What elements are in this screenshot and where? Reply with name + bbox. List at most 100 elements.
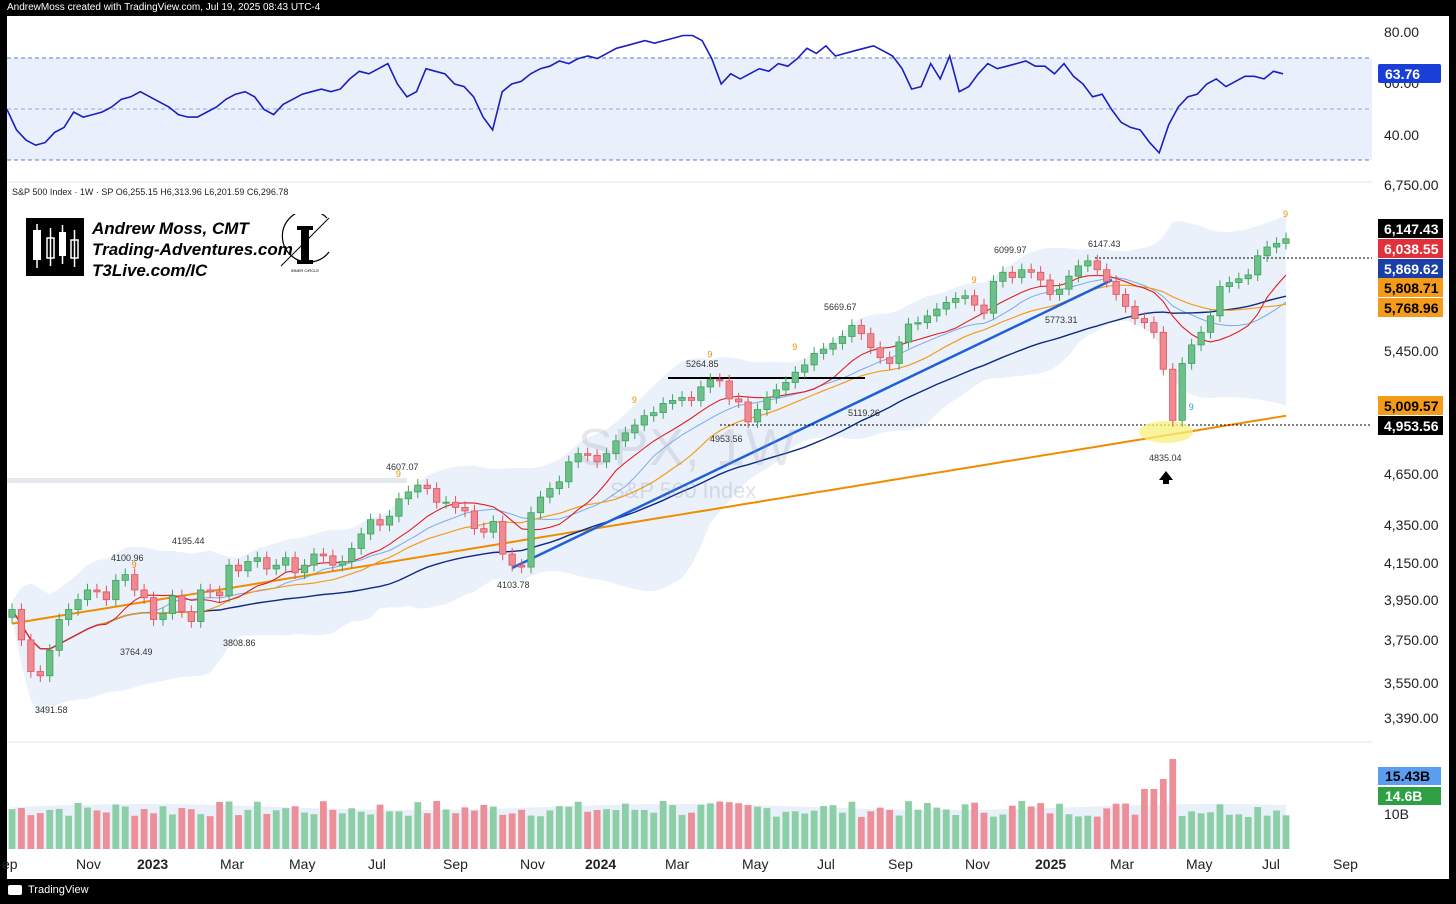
- volume-bar: [848, 801, 856, 849]
- volume-bar: [754, 806, 761, 849]
- annotation: 4607.07: [386, 462, 419, 472]
- date-tick: Sep: [1333, 856, 1358, 872]
- volume-bar: [1074, 816, 1082, 849]
- volume-bar: [876, 807, 884, 849]
- price-tick: 3,950.00: [1384, 592, 1439, 608]
- volume-bar: [1244, 816, 1252, 849]
- volume-bar: [291, 806, 299, 849]
- candle: [1140, 318, 1149, 324]
- volume-bar: [1282, 815, 1290, 849]
- volume-bar: [923, 803, 931, 849]
- volume-bar: [1216, 804, 1224, 849]
- volume-bar: [159, 806, 167, 849]
- candle: [1084, 260, 1092, 267]
- candle: [1074, 265, 1082, 277]
- volume-bar: [74, 802, 82, 849]
- candle: [725, 380, 733, 400]
- candle: [857, 325, 865, 335]
- candle: [659, 403, 667, 414]
- candle: [508, 553, 516, 566]
- up-arrow-icon: [1159, 471, 1173, 484]
- volume-bar: [574, 801, 582, 849]
- candle: [253, 557, 261, 562]
- candle: [980, 304, 988, 314]
- candle: [829, 343, 837, 350]
- volume-bar: [187, 809, 195, 849]
- volume-bar: [735, 803, 743, 849]
- price-tick: 3,750.00: [1384, 632, 1439, 648]
- candle: [1282, 238, 1290, 244]
- low-highlight-ellipse: [1139, 421, 1193, 443]
- volume-bar: [357, 811, 365, 849]
- candle: [300, 564, 309, 574]
- date-tick: Mar: [220, 856, 244, 872]
- candle: [140, 589, 148, 599]
- candle: [1235, 278, 1243, 284]
- badge-ma200-text: 5,009.57: [1384, 398, 1439, 414]
- candle: [621, 432, 630, 442]
- candle: [159, 613, 167, 620]
- volume-bar: [18, 808, 25, 849]
- candle: [1244, 274, 1252, 280]
- candle: [263, 557, 271, 570]
- candle: [225, 564, 233, 597]
- brand-block: Andrew Moss, CMT Trading-Adventures.com …: [26, 218, 293, 281]
- volume-bar: [857, 816, 865, 849]
- date-tick: Nov: [520, 856, 545, 872]
- td-nine-marker: 9: [632, 395, 637, 405]
- candle: [650, 412, 658, 417]
- volume-bar: [1131, 814, 1139, 849]
- volume-bar: [867, 811, 875, 849]
- volume-bar: [348, 808, 356, 849]
- volume-bar: [1084, 815, 1092, 849]
- candle: [1254, 255, 1262, 276]
- candle: [1093, 260, 1101, 271]
- volume-bar: [84, 807, 91, 849]
- volume-bar: [8, 809, 16, 849]
- candle: [1225, 282, 1233, 287]
- rsi-tick-40: 40.00: [1384, 127, 1419, 143]
- rsi-pane: 80.00 60.00 40.00 63.76: [6, 24, 1441, 161]
- candle: [1046, 279, 1054, 295]
- candle: [555, 481, 563, 489]
- volume-bar: [829, 805, 837, 849]
- volume-bar: [518, 809, 525, 849]
- volume-bar: [206, 816, 214, 849]
- candle: [187, 611, 195, 622]
- candle: [404, 491, 412, 500]
- rsi-value-text: 63.76: [1385, 66, 1420, 82]
- candle: [593, 454, 601, 463]
- td-nine-marker: 9: [1189, 402, 1194, 412]
- inner-circle-logo-icon: INNER CIRCLE: [280, 214, 330, 273]
- candle: [102, 591, 110, 601]
- date-tick: 2023: [137, 856, 168, 872]
- candle: [772, 389, 781, 398]
- candle: [895, 341, 903, 364]
- candle: [518, 564, 526, 568]
- volume-bar: [1112, 803, 1120, 849]
- annotation: 5264.85: [686, 359, 719, 369]
- candle: [1216, 286, 1224, 317]
- volume-bar: [36, 813, 44, 849]
- volume-bar: [263, 813, 271, 849]
- volume-bar: [763, 808, 771, 849]
- ma-50-line: [11, 295, 1287, 650]
- annotation: 6147.43: [1088, 239, 1121, 249]
- candle: [46, 649, 54, 677]
- tradingview-label: TradingView: [28, 884, 89, 896]
- candle: [65, 609, 73, 620]
- candle: [1272, 242, 1281, 248]
- volume-bar: [593, 809, 601, 849]
- candle: [149, 597, 158, 620]
- volume-bar: [235, 815, 242, 849]
- candle: [206, 589, 214, 593]
- volume-bar: [150, 813, 157, 849]
- candle: [989, 280, 998, 314]
- uptrend-line: [511, 278, 1113, 570]
- date-tick: Nov: [965, 856, 990, 872]
- candle: [395, 498, 403, 517]
- date-tick: Mar: [665, 856, 689, 872]
- candle: [970, 295, 979, 306]
- volume-bar: [1027, 806, 1035, 849]
